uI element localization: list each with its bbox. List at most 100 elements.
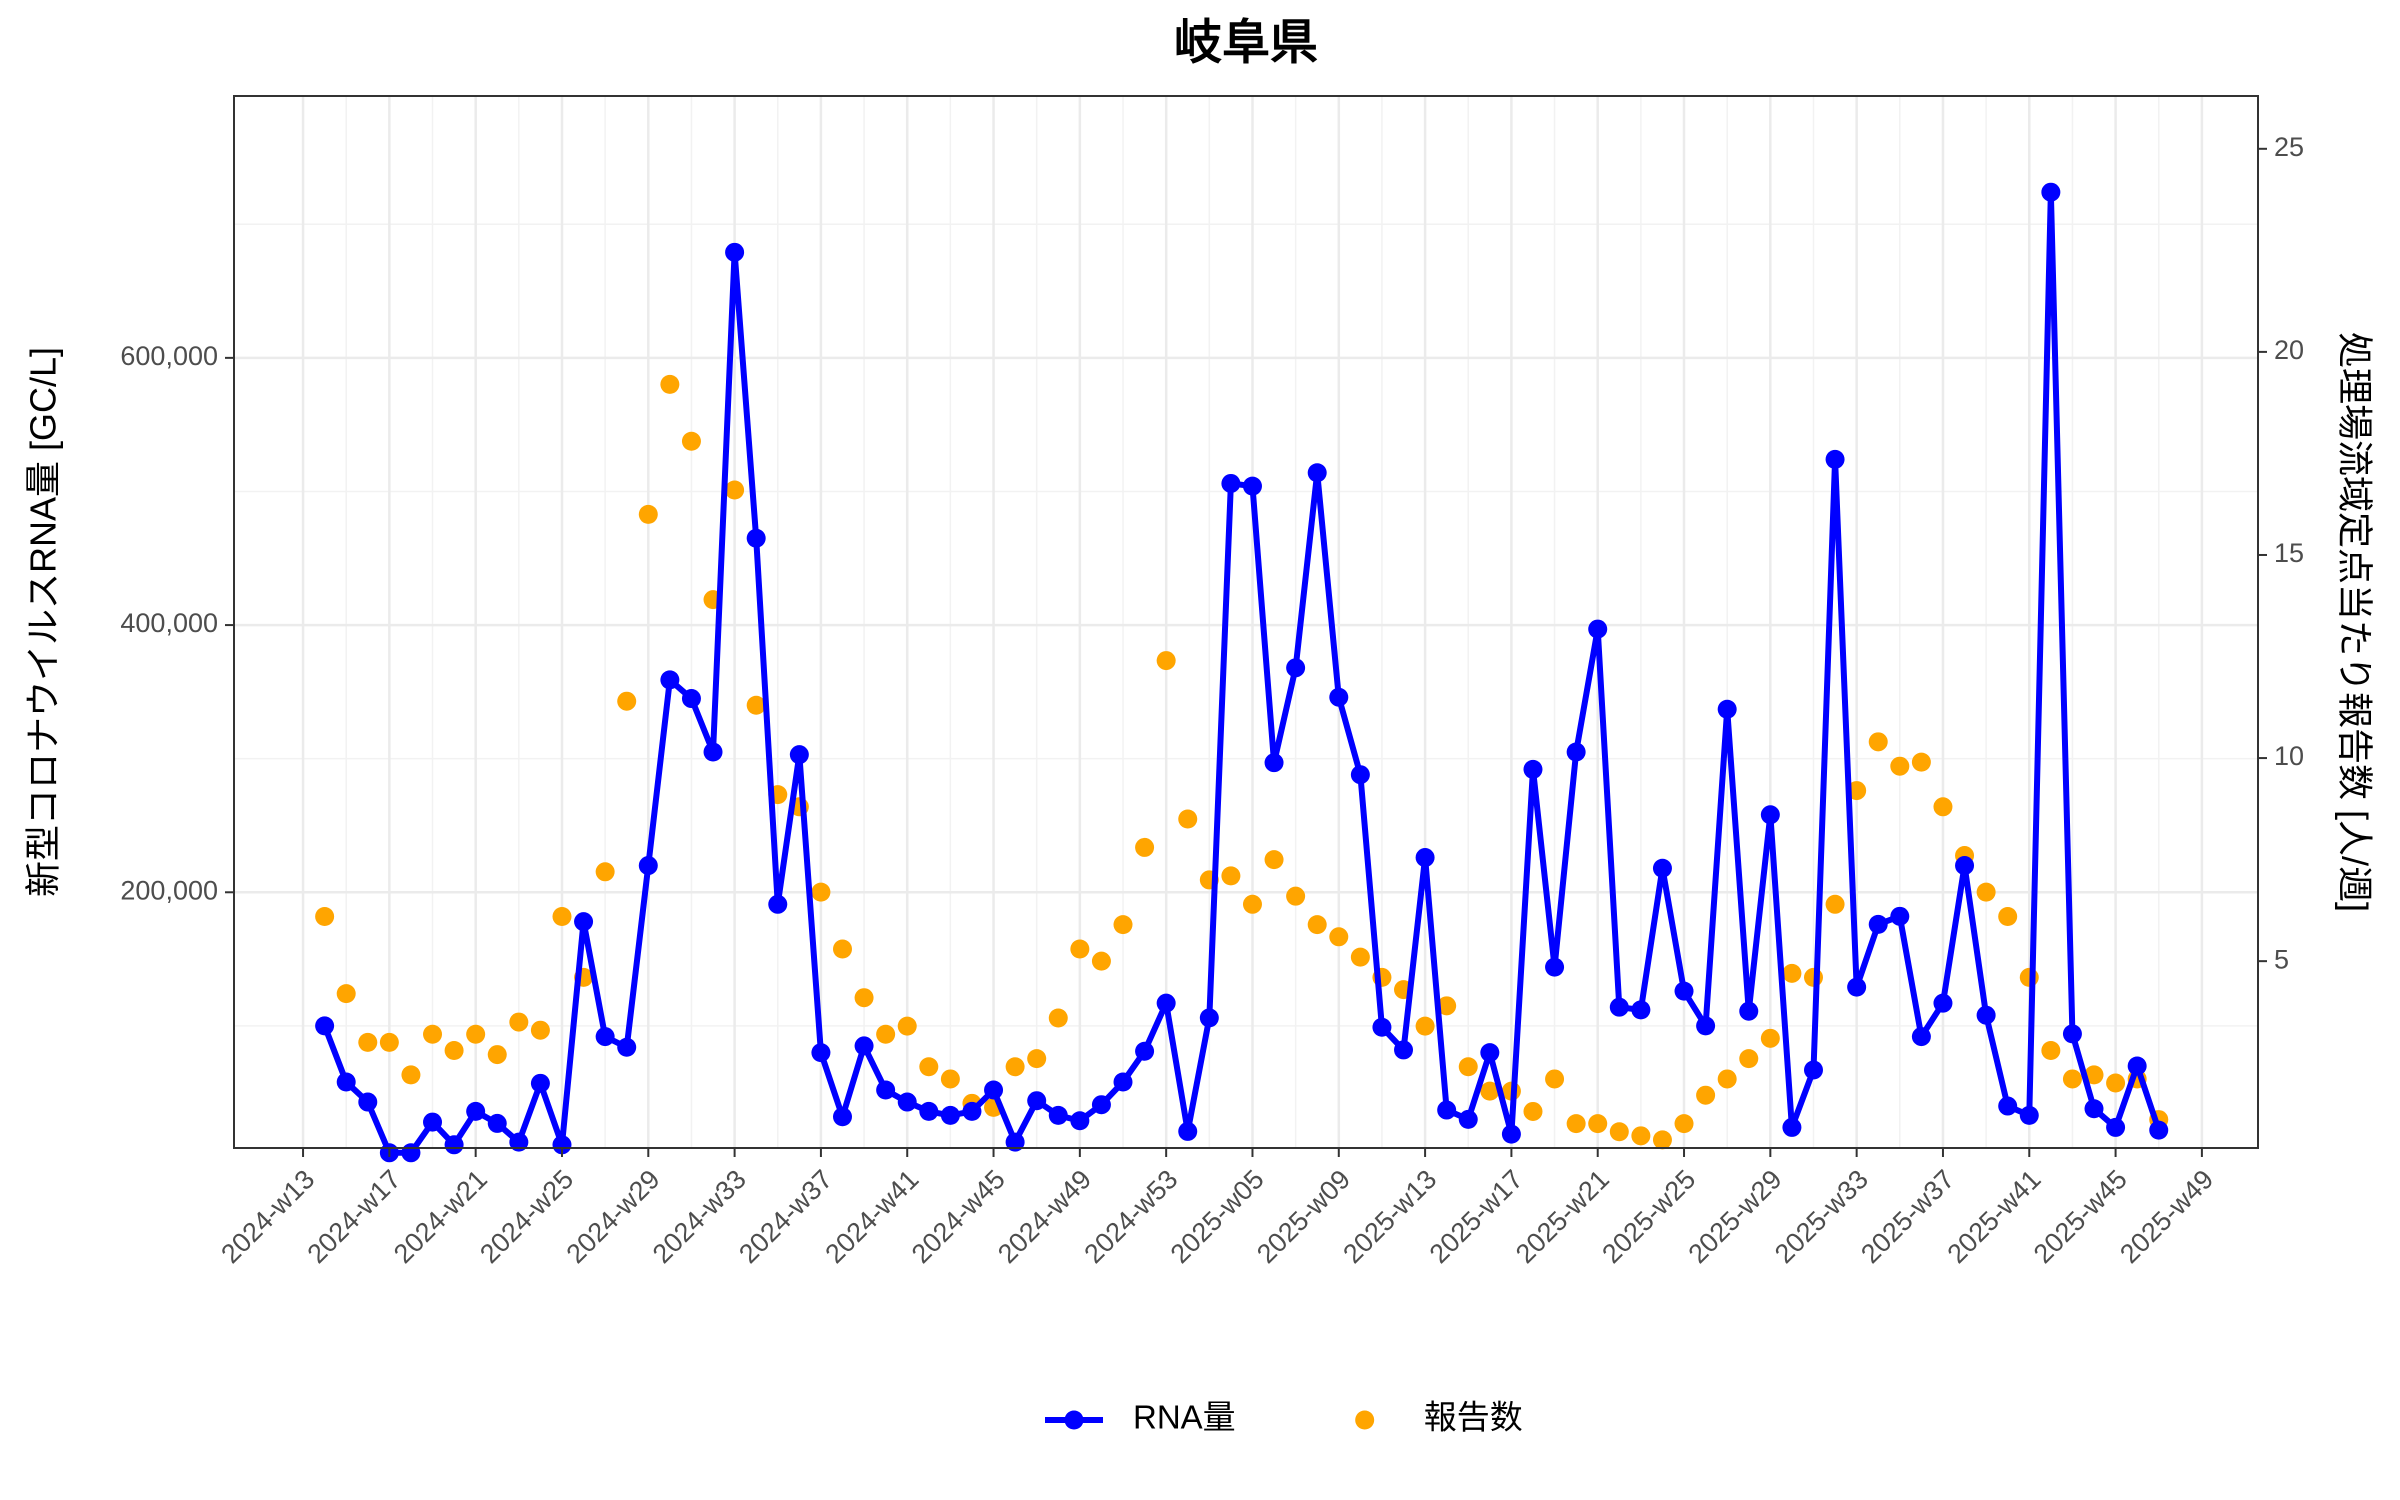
- data-point: [1178, 1121, 1198, 1141]
- data-point: [401, 1065, 421, 1085]
- y2-tick-label: 5: [2274, 944, 2289, 974]
- data-point: [1566, 742, 1586, 762]
- data-point: [768, 894, 788, 914]
- data-point: [1847, 781, 1867, 801]
- data-point: [1674, 981, 1694, 1001]
- data-point: [552, 1135, 572, 1155]
- data-point: [1717, 1069, 1737, 1089]
- chart-title: 岐阜県: [1174, 17, 1318, 70]
- data-point: [358, 1092, 378, 1112]
- data-point: [832, 939, 852, 959]
- data-point: [379, 1032, 399, 1052]
- data-point: [574, 912, 594, 932]
- data-point: [2019, 1105, 2039, 1125]
- data-point: [1221, 473, 1241, 493]
- data-point: [1264, 753, 1284, 773]
- data-point: [2106, 1073, 2126, 1093]
- data-point: [1760, 1028, 1780, 1048]
- data-point: [1523, 1101, 1543, 1121]
- data-point: [1998, 1096, 2018, 1116]
- data-point: [811, 882, 831, 902]
- data-point: [1803, 1060, 1823, 1080]
- data-point: [2127, 1056, 2147, 1076]
- data-point: [2041, 1041, 2061, 1061]
- data-point: [660, 670, 680, 690]
- data-point: [1739, 1001, 1759, 1021]
- data-point: [876, 1024, 896, 1044]
- plot-area: [315, 182, 2169, 1163]
- data-point: [1976, 882, 1996, 902]
- data-point: [2062, 1069, 2082, 1089]
- data-point: [811, 1043, 831, 1063]
- data-point: [1825, 449, 1845, 469]
- data-point: [1199, 1008, 1219, 1028]
- data-point: [1717, 699, 1737, 719]
- data-point: [315, 906, 335, 926]
- data-point: [336, 1072, 356, 1092]
- data-point: [1350, 765, 1370, 785]
- data-point: [1696, 1016, 1716, 1036]
- data-point: [1782, 1117, 1802, 1137]
- data-point: [358, 1032, 378, 1052]
- y-tick-label: 400,000: [120, 608, 218, 638]
- data-point: [1609, 997, 1629, 1017]
- legend-marker: [1355, 1410, 1375, 1430]
- data-point: [1027, 1049, 1047, 1069]
- data-point: [919, 1101, 939, 1121]
- data-point: [1091, 1095, 1111, 1115]
- data-point: [1911, 1027, 1931, 1047]
- data-point: [423, 1112, 443, 1132]
- data-point: [919, 1057, 939, 1077]
- data-point: [725, 480, 745, 500]
- data-point: [638, 504, 658, 524]
- data-point: [1178, 809, 1198, 829]
- data-point: [1458, 1057, 1478, 1077]
- data-point: [1307, 915, 1327, 935]
- data-point: [2019, 967, 2039, 987]
- data-point: [1933, 797, 1953, 817]
- data-point: [1652, 858, 1672, 878]
- data-point: [1890, 756, 1910, 776]
- data-point: [595, 1027, 615, 1047]
- data-point: [487, 1113, 507, 1133]
- data-point: [552, 906, 572, 926]
- data-point: [1070, 1111, 1090, 1131]
- data-point: [725, 242, 745, 262]
- data-point: [2084, 1065, 2104, 1085]
- data-point: [1847, 977, 1867, 997]
- data-point: [1437, 996, 1457, 1016]
- data-point: [1307, 463, 1327, 483]
- data-point: [1329, 927, 1349, 947]
- data-point: [1242, 894, 1262, 914]
- data-point: [530, 1020, 550, 1040]
- legend-label: 報告数: [1424, 1399, 1523, 1436]
- data-point: [1480, 1043, 1500, 1063]
- data-point: [1976, 1005, 1996, 1025]
- plot-border: [233, 95, 2259, 1149]
- data-point: [1868, 914, 1888, 934]
- data-point: [897, 1016, 917, 1036]
- data-point: [423, 1024, 443, 1044]
- y2-tick-label: 15: [2274, 538, 2304, 568]
- y-tick-label: 600,000: [120, 341, 218, 371]
- data-point: [876, 1080, 896, 1100]
- data-point: [1760, 805, 1780, 825]
- data-point: [1739, 1049, 1759, 1069]
- data-point: [854, 1036, 874, 1056]
- data-point: [1156, 651, 1176, 671]
- data-point: [466, 1024, 486, 1044]
- data-point: [638, 856, 658, 876]
- legend-label: RNA量: [1133, 1399, 1236, 1436]
- data-point: [1221, 866, 1241, 886]
- data-point: [1458, 1109, 1478, 1129]
- data-point: [1242, 476, 1262, 496]
- data-point: [1652, 1130, 1672, 1150]
- data-point: [962, 1101, 982, 1121]
- data-point: [1350, 947, 1370, 967]
- y-axis-title: 新型コロナウイルスRNA量 [GC/L]: [23, 347, 64, 897]
- data-point: [1156, 993, 1176, 1013]
- data-point: [1631, 1000, 1651, 1020]
- data-point: [1480, 1081, 1500, 1101]
- data-point: [854, 988, 874, 1008]
